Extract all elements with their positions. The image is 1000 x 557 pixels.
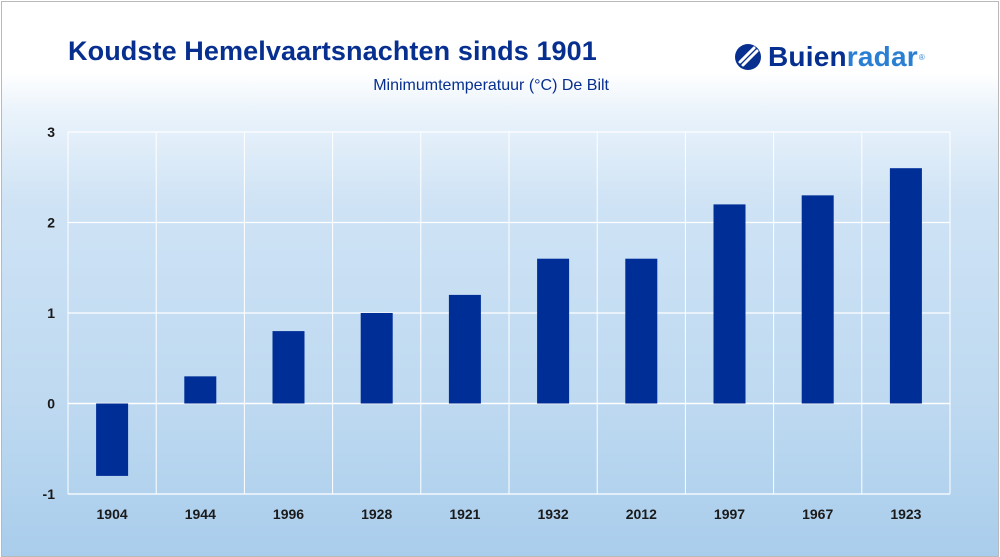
bar xyxy=(272,331,305,404)
y-tick-label: 3 xyxy=(47,124,55,140)
bar xyxy=(625,258,658,404)
x-tick-label: 1921 xyxy=(449,506,480,522)
bar xyxy=(360,313,393,404)
bar xyxy=(96,403,129,476)
x-tick-label: 1944 xyxy=(185,506,216,522)
x-tick-label: 1996 xyxy=(273,506,304,522)
x-tick-label: 1923 xyxy=(890,506,921,522)
registered-mark: ® xyxy=(918,52,925,62)
x-tick-label: 1932 xyxy=(538,506,569,522)
bar xyxy=(537,258,570,404)
bar xyxy=(184,376,217,404)
x-tick-label: 1928 xyxy=(361,506,392,522)
logo-wordmark: Buienradar xyxy=(768,41,918,73)
x-tick-label: 2012 xyxy=(626,506,657,522)
logo-text-accent: radar xyxy=(846,41,918,72)
x-tick-label: 1967 xyxy=(802,506,833,522)
buienradar-logo: Buienradar ® xyxy=(734,40,925,74)
bar xyxy=(801,195,834,404)
x-tick-label: 1904 xyxy=(97,506,128,522)
y-tick-label: 0 xyxy=(47,396,55,412)
chart-subtitle: Minimumtemperatuur (°C) De Bilt xyxy=(373,77,609,94)
y-tick-label: 1 xyxy=(47,305,55,321)
bar xyxy=(889,168,922,404)
bar xyxy=(448,294,481,404)
chart-title: Koudste Hemelvaartsnachten sinds 1901 xyxy=(68,36,597,66)
logo-text-main: Buien xyxy=(768,41,847,72)
x-tick-label: 1997 xyxy=(714,506,745,522)
y-tick-label: -1 xyxy=(43,486,56,502)
bar xyxy=(713,204,746,404)
buienradar-logo-icon xyxy=(735,44,761,70)
y-tick-label: 2 xyxy=(47,215,55,231)
